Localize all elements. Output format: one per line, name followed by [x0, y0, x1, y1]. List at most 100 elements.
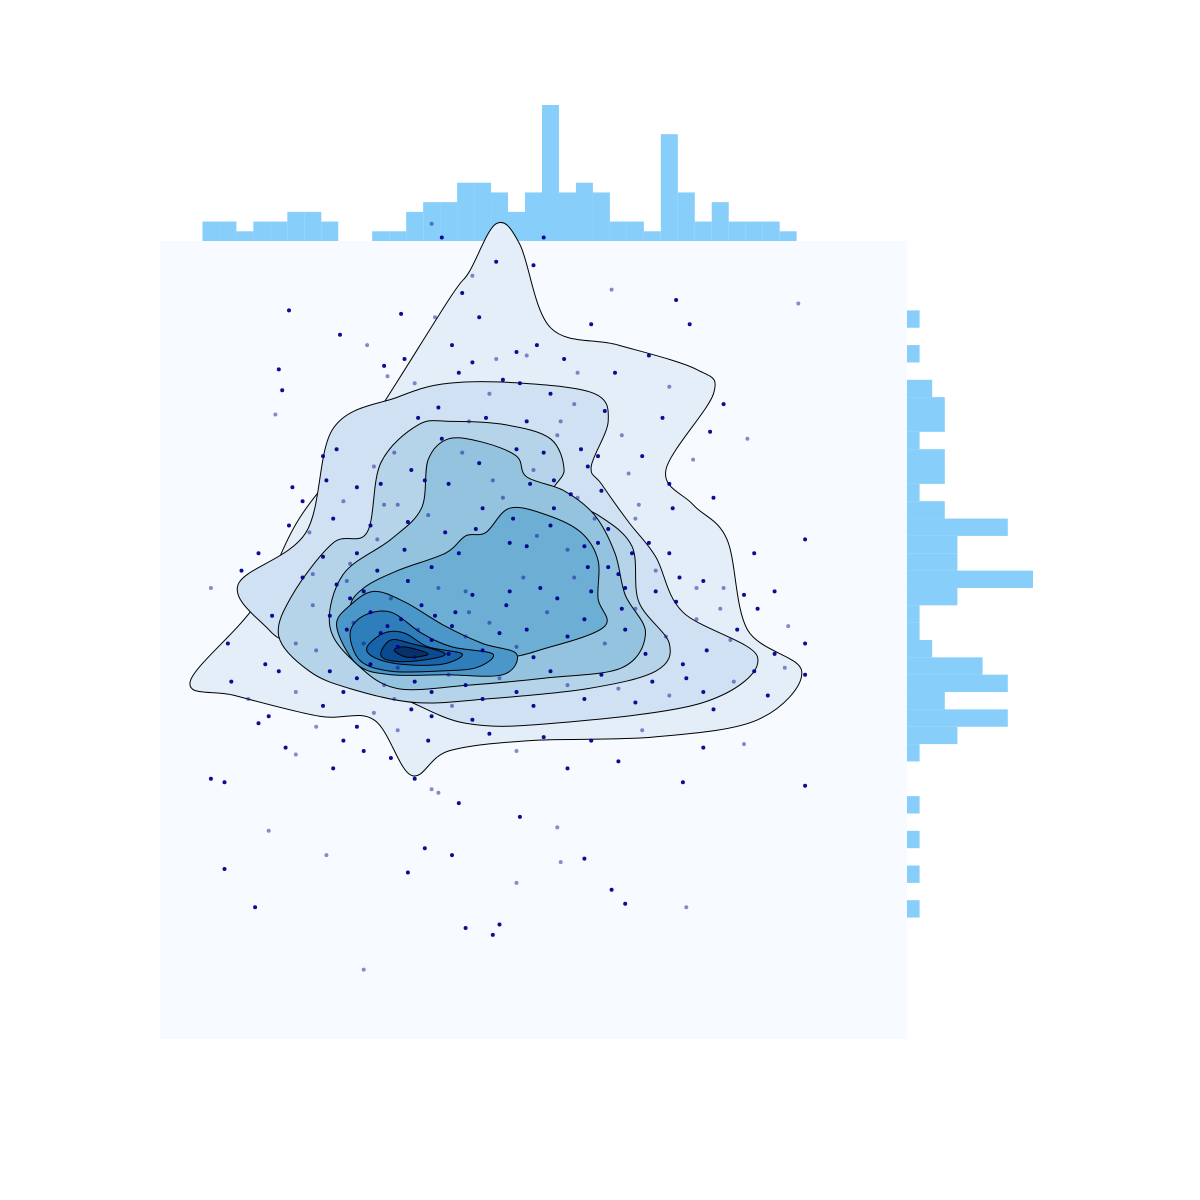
scatter-point	[283, 745, 288, 750]
scatter-point	[596, 540, 600, 545]
scatter-point	[548, 523, 553, 528]
marginal-y-bar	[907, 397, 945, 415]
scatter-point	[456, 370, 461, 375]
scatter-point	[416, 627, 421, 632]
scatter-point	[548, 669, 553, 674]
scatter-point	[497, 676, 502, 681]
scatter-point	[443, 530, 448, 535]
scatter-point	[436, 790, 441, 795]
scatter-point	[616, 759, 621, 764]
scatter-point	[619, 433, 624, 438]
scatter-point	[344, 627, 349, 632]
scatter-point	[354, 551, 359, 556]
scatter-point	[633, 606, 638, 611]
scatter-point	[327, 613, 332, 618]
scatter-point	[677, 575, 682, 580]
scatter-point	[321, 454, 325, 459]
scatter-point	[616, 686, 621, 691]
scatter-point	[517, 814, 522, 819]
marginal-x-bar	[389, 231, 407, 241]
scatter-point	[395, 644, 400, 649]
scatter-point	[772, 651, 777, 656]
scatter-point	[653, 589, 658, 594]
scatter-point	[470, 717, 475, 722]
marginal-y-bar	[907, 310, 920, 328]
scatter-point	[684, 905, 689, 910]
scatter-point	[450, 343, 454, 348]
scatter-point	[565, 547, 570, 552]
marginal-x-bar	[304, 211, 322, 241]
marginal-y-bar	[907, 483, 920, 502]
marginal-y-bar	[907, 674, 1008, 693]
scatter-point	[504, 603, 509, 608]
scatter-point	[531, 468, 536, 472]
scatter-point	[684, 676, 689, 681]
scatter-point	[490, 932, 495, 937]
scatter-point	[331, 516, 336, 521]
scatter-point	[541, 235, 546, 240]
scatter-point	[300, 499, 305, 504]
scatter-point	[731, 679, 736, 684]
scatter-point	[354, 676, 359, 681]
scatter-point	[633, 700, 638, 705]
marginal-y-bar	[907, 640, 933, 658]
marginal-y-bar	[907, 744, 920, 762]
scatter-point	[514, 690, 519, 694]
scatter-point	[704, 648, 709, 653]
scatter-point	[514, 350, 519, 354]
scatter-point	[541, 450, 546, 455]
marginal-y-bar	[907, 587, 958, 606]
scatter-point	[439, 436, 444, 441]
scatter-point	[266, 828, 271, 833]
scatter-point	[463, 589, 468, 594]
scatter-point	[446, 651, 451, 656]
scatter-point	[480, 506, 485, 511]
marginal-y-bar	[907, 345, 920, 363]
scatter-point	[565, 683, 570, 688]
scatter-point	[487, 731, 492, 736]
scatter-point	[270, 613, 275, 618]
scatter-point	[670, 506, 675, 511]
scatter-point	[752, 551, 757, 556]
scatter-point	[433, 315, 437, 320]
marginal-x-bar	[525, 192, 542, 241]
scatter-point	[589, 322, 594, 327]
marginal-x-bar	[779, 231, 797, 241]
scatter-point	[307, 530, 312, 535]
marginal-y-bar	[907, 657, 983, 675]
scatter-point	[674, 298, 679, 302]
scatter-point	[450, 853, 454, 858]
marginal-y-bar	[907, 796, 920, 814]
scatter-point	[728, 638, 733, 642]
scatter-point	[470, 273, 475, 278]
marginal-x-bar	[423, 202, 441, 241]
scatter-point	[256, 721, 261, 726]
scatter-point	[395, 502, 400, 507]
scatter-point	[565, 766, 570, 771]
scatter-point	[521, 575, 526, 580]
scatter-point	[405, 520, 410, 524]
scatter-point	[321, 703, 325, 708]
scatter-point	[551, 478, 556, 483]
scatter-points	[208, 221, 808, 972]
marginal-x-bar	[609, 221, 627, 241]
scatter-point	[314, 648, 319, 653]
scatter-point	[463, 926, 468, 930]
scatter-point	[361, 749, 366, 753]
scatter-point	[524, 353, 529, 358]
scatter-point	[368, 523, 373, 528]
scatter-point	[453, 610, 458, 615]
scatter-point	[276, 669, 281, 674]
marginal-x-bar	[372, 231, 390, 241]
scatter-point	[361, 967, 366, 972]
scatter-point	[256, 551, 261, 556]
scatter-point	[646, 353, 651, 358]
scatter-point	[667, 384, 672, 389]
scatter-point	[589, 738, 594, 743]
scatter-point	[429, 714, 434, 719]
scatter-point	[803, 641, 808, 646]
scatter-point	[446, 672, 451, 677]
scatter-point	[555, 596, 560, 601]
scatter-point	[426, 738, 431, 743]
scatter-point	[582, 617, 587, 622]
